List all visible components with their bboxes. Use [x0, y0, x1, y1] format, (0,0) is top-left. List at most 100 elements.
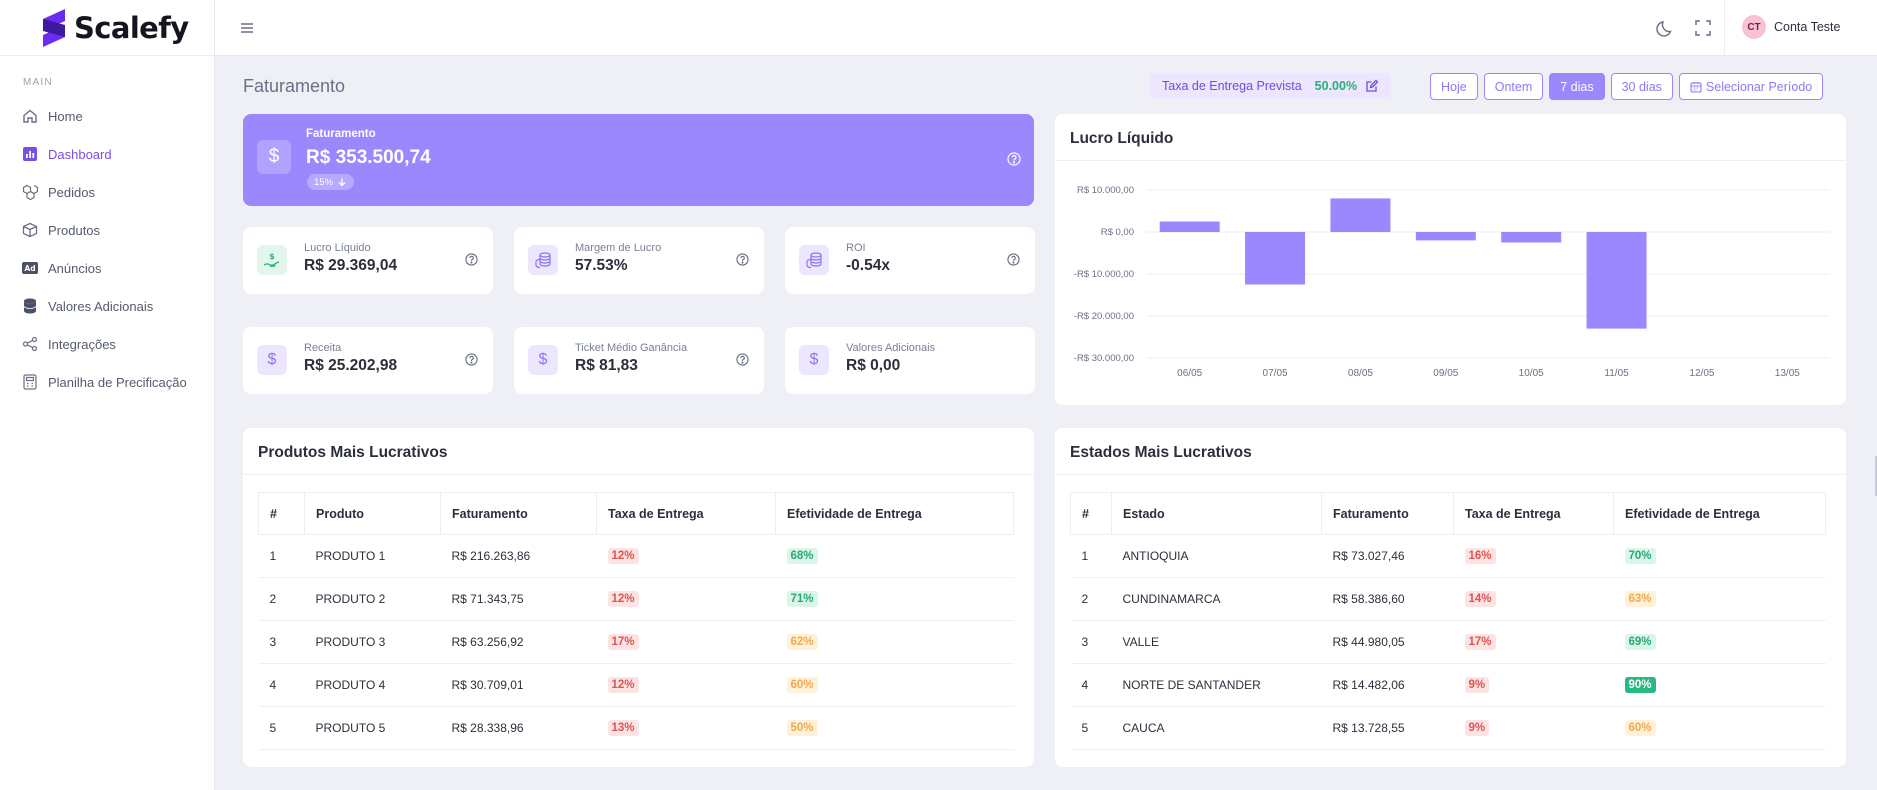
- edit-icon[interactable]: [1365, 79, 1379, 93]
- sidebar-item-produtos[interactable]: Produtos: [0, 211, 214, 249]
- top-products-card: Produtos Mais Lucrativos # Produto Fatur…: [243, 428, 1034, 767]
- period-7-days-button[interactable]: 7 dias: [1549, 73, 1605, 100]
- table-cell: R$ 14.482,06: [1321, 663, 1454, 707]
- table-row[interactable]: 3 PRODUTO 3 R$ 63.256,92 17% 62%: [258, 620, 1014, 664]
- user-menu[interactable]: CT Conta Teste: [1742, 15, 1840, 39]
- logo[interactable]: Scalefy: [0, 0, 214, 56]
- chart-bar-10-05[interactable]: [1501, 232, 1562, 243]
- table-row[interactable]: 3 VALLE R$ 44.980,05 17% 69%: [1070, 620, 1826, 664]
- column-header[interactable]: #: [1070, 492, 1112, 535]
- sidebar-item-dashboard[interactable]: Dashboard: [0, 135, 214, 173]
- help-icon[interactable]: [736, 253, 749, 266]
- table-cell: 3: [1070, 620, 1112, 664]
- chart-bar-09-05[interactable]: [1415, 232, 1476, 241]
- period-30-days-button[interactable]: 30 dias: [1610, 73, 1673, 100]
- hero-label: Faturamento: [306, 128, 376, 140]
- chart-bar-06-05[interactable]: [1159, 221, 1220, 233]
- column-header[interactable]: Efetividade de Entrega: [775, 492, 1014, 535]
- column-header[interactable]: Taxa de Entrega: [1453, 492, 1614, 535]
- x-tick-label: 08/05: [1348, 368, 1373, 379]
- help-icon[interactable]: [1007, 152, 1021, 166]
- column-header[interactable]: Estado: [1111, 492, 1322, 535]
- table-cell: 9%: [1453, 706, 1614, 750]
- table-cell: 2: [1070, 577, 1112, 621]
- sidebar-item-home[interactable]: Home: [0, 97, 214, 135]
- column-header[interactable]: Faturamento: [1321, 492, 1454, 535]
- delivery-rate-chip[interactable]: Taxa de Entrega Prevista 50.00%: [1150, 73, 1392, 99]
- table-row[interactable]: 5 CAUCA R$ 13.728,55 9% 60%: [1070, 706, 1826, 750]
- stat-card-revenue: $ Receita R$ 25.202,98: [243, 327, 493, 394]
- table-cell: 12%: [596, 534, 776, 578]
- table-row[interactable]: 1 ANTIOQUIA R$ 73.027,46 16% 70%: [1070, 534, 1826, 578]
- table-cell: R$ 73.027,46: [1321, 534, 1454, 578]
- table-cell: 3: [258, 620, 305, 664]
- hamburger-menu-icon[interactable]: [237, 18, 257, 38]
- help-icon[interactable]: [465, 253, 478, 266]
- help-icon[interactable]: [1007, 253, 1020, 266]
- svg-text:Ad: Ad: [24, 264, 35, 273]
- share-icon: [21, 335, 39, 353]
- sidebar-item-planilha[interactable]: Planilha de Precificação: [0, 363, 214, 401]
- table-row[interactable]: 1 PRODUTO 1 R$ 216.263,86 12% 68%: [258, 534, 1014, 578]
- table-cell: R$ 28.338,96: [440, 706, 597, 750]
- sidebar-item-label: Anúncios: [48, 260, 102, 276]
- delivery-effectiveness-badge: 68%: [786, 548, 818, 564]
- dollar-icon: $: [799, 345, 829, 375]
- period-yesterday-button[interactable]: Ontem: [1483, 73, 1544, 100]
- table-cell: 5: [258, 706, 305, 750]
- row-rank: 5: [1081, 721, 1089, 735]
- table-cell: 63%: [1613, 577, 1826, 621]
- fullscreen-icon[interactable]: [1692, 17, 1714, 39]
- delivery-effectiveness-badge: 63%: [1624, 591, 1656, 607]
- card-divider: [243, 474, 1034, 475]
- row-name: VALLE: [1122, 635, 1159, 649]
- chart-title: Lucro Líquido: [1070, 130, 1174, 147]
- table-cell: 90%: [1613, 663, 1826, 707]
- column-header[interactable]: Taxa de Entrega: [596, 492, 776, 535]
- row-revenue: R$ 73.027,46: [1332, 549, 1405, 563]
- sidebar-item-pedidos[interactable]: Pedidos: [0, 173, 214, 211]
- sidebar-item-valores-adicionais[interactable]: Valores Adicionais: [0, 287, 214, 325]
- sidebar-item-integracoes[interactable]: Integrações: [0, 325, 214, 363]
- table-row[interactable]: 2 PRODUTO 2 R$ 71.343,75 12% 71%: [258, 577, 1014, 621]
- help-icon[interactable]: [736, 353, 749, 366]
- chart-bar-11-05[interactable]: [1586, 232, 1647, 329]
- stat-value: R$ 29.369,04: [304, 257, 398, 274]
- table-row[interactable]: 2 CUNDINAMARCA R$ 58.386,60 14% 63%: [1070, 577, 1826, 621]
- dollar-icon: $: [257, 345, 287, 375]
- delivery-rate-label: Taxa de Entrega Prevista: [1162, 79, 1302, 93]
- dark-mode-moon-icon[interactable]: [1655, 17, 1677, 39]
- row-name: PRODUTO 1: [315, 549, 386, 563]
- period-today-button[interactable]: Hoje: [1430, 73, 1478, 100]
- table-row[interactable]: 5 PRODUTO 5 R$ 28.338,96 13% 50%: [258, 706, 1014, 750]
- chart-bar-07-05[interactable]: [1245, 232, 1306, 285]
- column-header[interactable]: Faturamento: [440, 492, 597, 535]
- delivery-effectiveness-badge: 60%: [786, 677, 818, 693]
- row-name: ANTIOQUIA: [1122, 549, 1189, 563]
- delivery-rate-badge: 13%: [607, 720, 639, 736]
- table-cell: 9%: [1453, 663, 1614, 707]
- table-cell: ANTIOQUIA: [1111, 534, 1322, 578]
- column-header[interactable]: #: [258, 492, 305, 535]
- column-header[interactable]: Efetividade de Entrega: [1613, 492, 1826, 535]
- help-icon[interactable]: [465, 353, 478, 366]
- x-tick-label: 09/05: [1433, 368, 1458, 379]
- row-revenue: R$ 28.338,96: [451, 721, 524, 735]
- table-cell: 16%: [1453, 534, 1614, 578]
- chart-bar-08-05[interactable]: [1330, 198, 1391, 232]
- header-divider: [1724, 0, 1725, 56]
- row-revenue: R$ 44.980,05: [1332, 635, 1405, 649]
- money-hand-icon: $: [257, 245, 287, 275]
- stat-value: R$ 81,83: [575, 357, 638, 374]
- column-header[interactable]: Produto: [304, 492, 441, 535]
- table-row[interactable]: 4 NORTE DE SANTANDER R$ 14.482,06 9% 90%: [1070, 663, 1826, 707]
- products-title: Produtos Mais Lucrativos: [258, 444, 448, 461]
- sidebar-item-anuncios[interactable]: Ad Anúncios: [0, 249, 214, 287]
- x-tick-label: 11/05: [1604, 368, 1629, 379]
- table-row[interactable]: 4 PRODUTO 4 R$ 30.709,01 12% 60%: [258, 663, 1014, 707]
- stat-value: R$ 25.202,98: [304, 357, 398, 374]
- row-rank: 4: [1081, 678, 1089, 692]
- table-cell: R$ 44.980,05: [1321, 620, 1454, 664]
- select-period-button[interactable]: Selecionar Período: [1678, 73, 1824, 100]
- scrollbar-thumb[interactable]: [1875, 456, 1877, 496]
